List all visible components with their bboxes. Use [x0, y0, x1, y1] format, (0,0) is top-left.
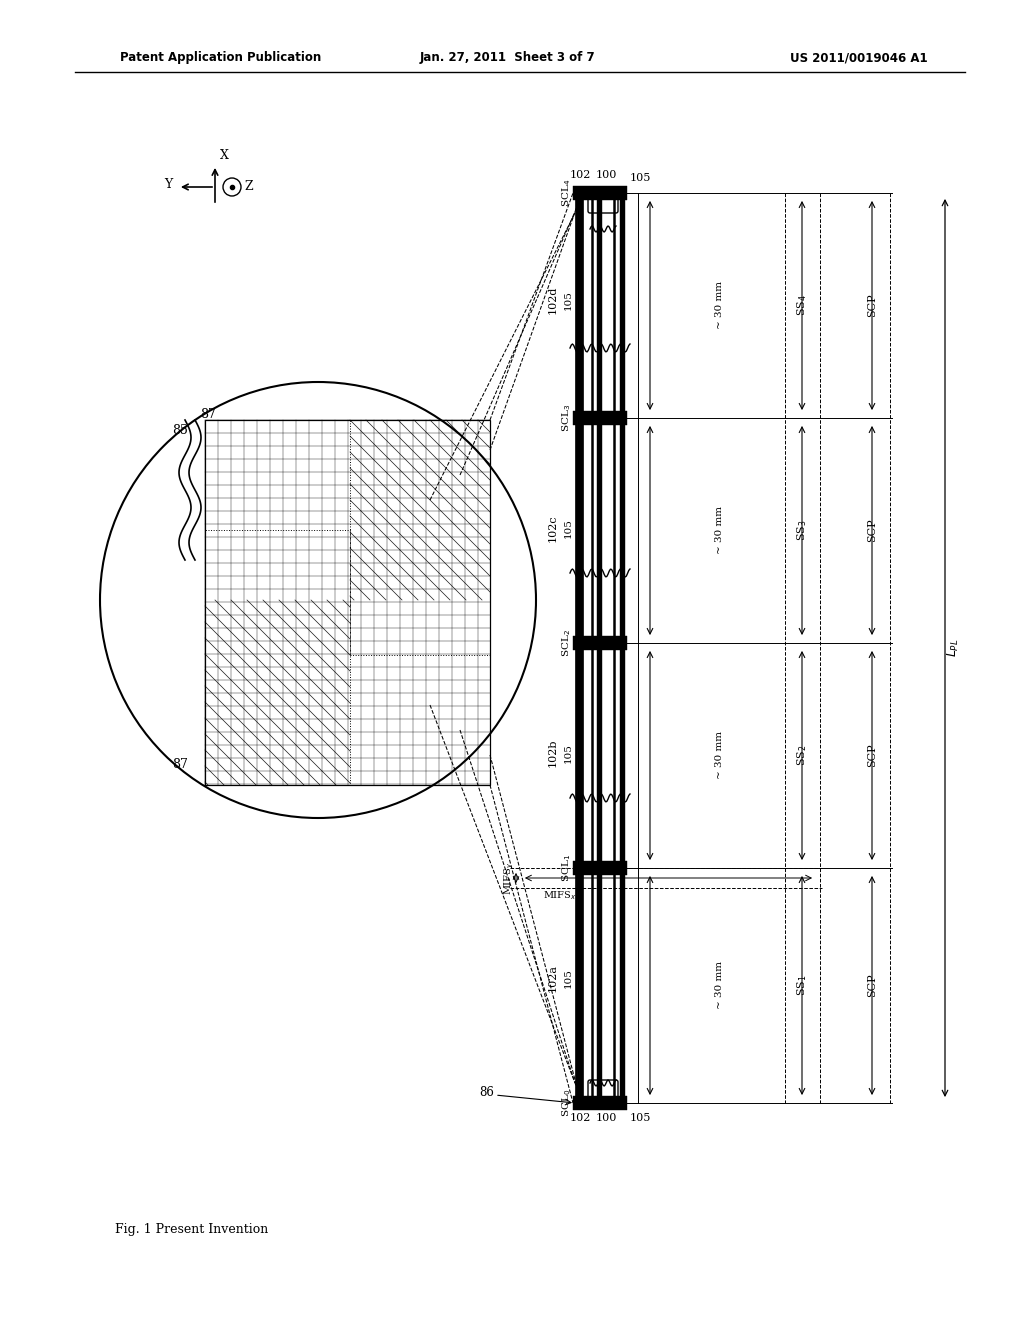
- Text: Patent Application Publication: Patent Application Publication: [120, 51, 322, 65]
- Text: US 2011/0019046 A1: US 2011/0019046 A1: [790, 51, 928, 65]
- Text: SS$_{1}$: SS$_{1}$: [795, 974, 809, 995]
- Text: 102a: 102a: [548, 964, 558, 993]
- Text: 87: 87: [172, 759, 187, 771]
- Text: Jan. 27, 2011  Sheet 3 of 7: Jan. 27, 2011 Sheet 3 of 7: [420, 51, 596, 65]
- Bar: [573, 411, 627, 425]
- Text: 102d: 102d: [548, 286, 558, 314]
- Text: 102c: 102c: [548, 515, 558, 541]
- Text: 87: 87: [200, 408, 216, 421]
- Text: ~ 30 mm: ~ 30 mm: [716, 281, 725, 329]
- Text: SCL$_{0}$: SCL$_{0}$: [560, 1089, 573, 1117]
- Text: 86: 86: [479, 1085, 495, 1098]
- Text: 102: 102: [569, 170, 591, 180]
- Text: SS$_{2}$: SS$_{2}$: [795, 744, 809, 766]
- Text: 100: 100: [595, 170, 616, 180]
- Text: Y: Y: [164, 178, 172, 191]
- Text: Fig. 1 Present Invention: Fig. 1 Present Invention: [115, 1224, 268, 1237]
- Text: 105: 105: [563, 743, 572, 763]
- Text: 105: 105: [563, 517, 572, 539]
- Text: SS$_{3}$: SS$_{3}$: [795, 519, 809, 541]
- Text: SCL$_{4}$: SCL$_{4}$: [560, 180, 573, 207]
- Bar: [620, 193, 625, 1104]
- Text: 105: 105: [563, 968, 572, 987]
- Text: SCL$_{1}$: SCL$_{1}$: [560, 854, 573, 882]
- Text: 105: 105: [563, 290, 572, 310]
- Bar: [205, 420, 490, 785]
- Text: 102b: 102b: [548, 739, 558, 767]
- Text: 102: 102: [569, 1113, 591, 1123]
- Text: ~ 30 mm: ~ 30 mm: [716, 961, 725, 1008]
- Text: 105: 105: [630, 1113, 651, 1123]
- Bar: [573, 636, 627, 649]
- Bar: [592, 193, 614, 1104]
- Bar: [573, 186, 627, 201]
- Text: MIFS$_x$: MIFS$_x$: [544, 890, 577, 903]
- Bar: [350, 420, 490, 655]
- Text: ~ 30 mm: ~ 30 mm: [716, 731, 725, 779]
- Text: SS$_{4}$: SS$_{4}$: [795, 294, 809, 315]
- Text: SCL$_{3}$: SCL$_{3}$: [560, 404, 573, 432]
- Text: 100: 100: [595, 1113, 616, 1123]
- Text: SCP: SCP: [867, 973, 877, 997]
- Text: X: X: [220, 149, 229, 162]
- Text: SCP: SCP: [867, 519, 877, 541]
- Text: $L_{PL}$: $L_{PL}$: [945, 639, 961, 657]
- Bar: [573, 861, 627, 875]
- Bar: [575, 193, 583, 1104]
- Bar: [205, 531, 350, 785]
- Bar: [597, 193, 602, 1104]
- Text: Z: Z: [244, 181, 253, 194]
- Text: SCP: SCP: [867, 743, 877, 767]
- Text: ~ 30 mm: ~ 30 mm: [716, 506, 725, 554]
- Text: SCL$_{2}$: SCL$_{2}$: [560, 630, 573, 657]
- Text: 85: 85: [172, 424, 187, 437]
- Text: SCP: SCP: [867, 293, 877, 317]
- Text: 105: 105: [630, 173, 651, 183]
- Text: MIFS$_y$: MIFS$_y$: [503, 861, 516, 895]
- Bar: [573, 1096, 627, 1110]
